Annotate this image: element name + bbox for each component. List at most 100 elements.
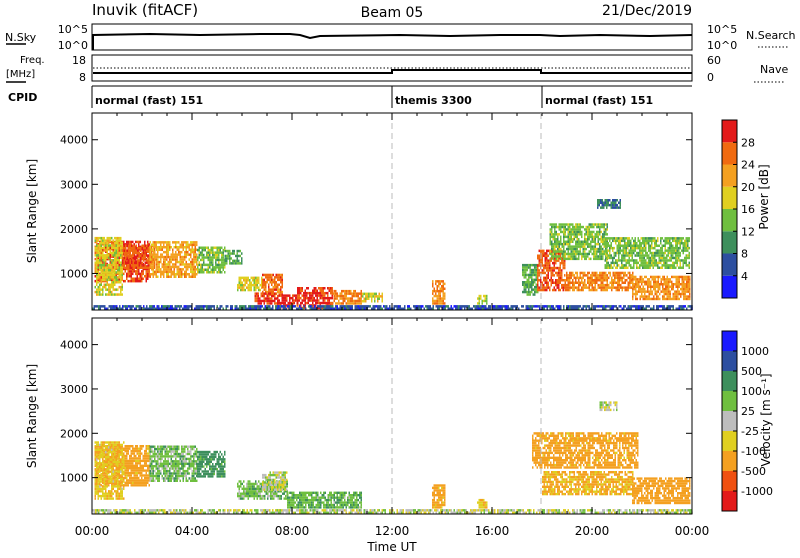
heatmap-cell [546, 257, 548, 260]
heatmap-cell [113, 244, 115, 247]
heatmap-cell [362, 295, 364, 298]
heatmap-cell [241, 252, 243, 255]
heatmap-cell [323, 305, 325, 308]
heatmap-cell [443, 283, 445, 286]
heatmap-cell [114, 237, 116, 240]
heatmap-cell [116, 249, 118, 252]
heatmap-cell [361, 302, 363, 305]
heatmap-cell [658, 286, 660, 289]
heatmap-cell [611, 204, 613, 207]
heatmap-cell [148, 259, 150, 262]
heatmap-cell [607, 284, 609, 287]
heatmap-cell [264, 295, 266, 298]
heatmap-cell [254, 286, 256, 289]
heatmap-cell [127, 254, 129, 256]
heatmap-cell [615, 237, 617, 240]
heatmap-cell [684, 249, 686, 252]
heatmap-cell [105, 257, 107, 260]
heatmap-cell [137, 278, 139, 281]
heatmap-cell [166, 266, 168, 269]
heatmap-cell [563, 284, 565, 287]
heatmap-cell [537, 255, 539, 258]
heatmap-cell [599, 305, 601, 308]
heatmap-cell [209, 256, 211, 259]
heatmap-cell [636, 252, 638, 255]
heatmap-cell [574, 305, 576, 308]
heatmap-cell [646, 290, 648, 293]
heatmap-cell [139, 247, 141, 250]
heatmap-cell [599, 272, 601, 275]
heatmap-cell [665, 293, 667, 296]
heatmap-cell [171, 276, 173, 279]
heatmap-cell [199, 256, 201, 259]
heatmap-cell [559, 248, 561, 251]
heatmap-cell [545, 262, 547, 265]
heatmap-cell [608, 305, 610, 308]
heatmap-cell [274, 279, 276, 282]
heatmap-cell [338, 302, 340, 305]
heatmap-cell [144, 241, 146, 244]
heatmap-cell [623, 240, 625, 243]
heatmap-cell [168, 263, 170, 266]
heatmap-cell [617, 279, 619, 282]
heatmap-cell [666, 240, 668, 243]
heatmap-cell [225, 250, 227, 253]
heatmap-cell [556, 231, 558, 234]
heatmap-cell [134, 257, 136, 260]
heatmap-cell [373, 305, 375, 308]
heatmap-cell [680, 245, 682, 248]
heatmap-cell [569, 289, 571, 292]
heatmap-cell [569, 233, 571, 236]
heatmap-cell [187, 263, 189, 266]
heatmap-cell [562, 223, 564, 226]
heatmap-cell [522, 284, 524, 287]
heatmap-cell [577, 231, 579, 234]
heatmap-cell [584, 236, 586, 239]
heatmap-cell [655, 290, 657, 293]
heatmap-cell [583, 245, 585, 248]
heatmap-cell [556, 305, 558, 308]
heatmap-cell [625, 274, 627, 277]
heatmap-cell [186, 251, 188, 254]
heatmap-cell [237, 260, 239, 263]
heatmap-cell [124, 245, 126, 248]
heatmap-cell [557, 236, 559, 239]
heatmap-cell [680, 259, 682, 262]
heatmap-cell [148, 262, 150, 265]
heatmap-cell [135, 280, 137, 283]
heatmap-cell [101, 288, 103, 291]
heatmap-cell [146, 278, 148, 281]
heatmap-cell [604, 228, 606, 231]
heatmap-cell [268, 300, 270, 303]
heatmap-cell [658, 290, 660, 293]
heatmap-cell [575, 231, 577, 234]
heatmap-cell [101, 281, 103, 284]
heatmap-cell [145, 245, 147, 248]
heatmap-cell [113, 252, 115, 255]
heatmap-cell [122, 284, 124, 287]
heatmap-cell [271, 295, 273, 298]
heatmap-cell [548, 264, 550, 267]
heatmap-cell [673, 293, 675, 296]
heatmap-cell [169, 266, 171, 269]
heatmap-cell [626, 286, 628, 289]
heatmap-cell [663, 259, 665, 262]
heatmap-cell [305, 299, 307, 302]
heatmap-cell [214, 254, 216, 256]
heatmap-cell [571, 277, 573, 280]
heatmap-cell [242, 286, 244, 289]
heatmap-cell [171, 256, 173, 258]
heatmap-cell [236, 305, 238, 308]
heatmap-cell [578, 243, 580, 246]
heatmap-cell [434, 295, 436, 298]
heatmap-cell [601, 258, 603, 261]
heatmap-cell [554, 289, 556, 292]
heatmap-cell [134, 267, 136, 270]
heatmap-cell [650, 249, 652, 252]
heatmap-cell [98, 259, 100, 262]
heatmap-cell [300, 292, 302, 295]
heatmap-cell [279, 284, 281, 287]
heatmap-cell [154, 251, 156, 254]
heatmap-cell [172, 258, 174, 261]
heatmap-cell [558, 274, 560, 277]
